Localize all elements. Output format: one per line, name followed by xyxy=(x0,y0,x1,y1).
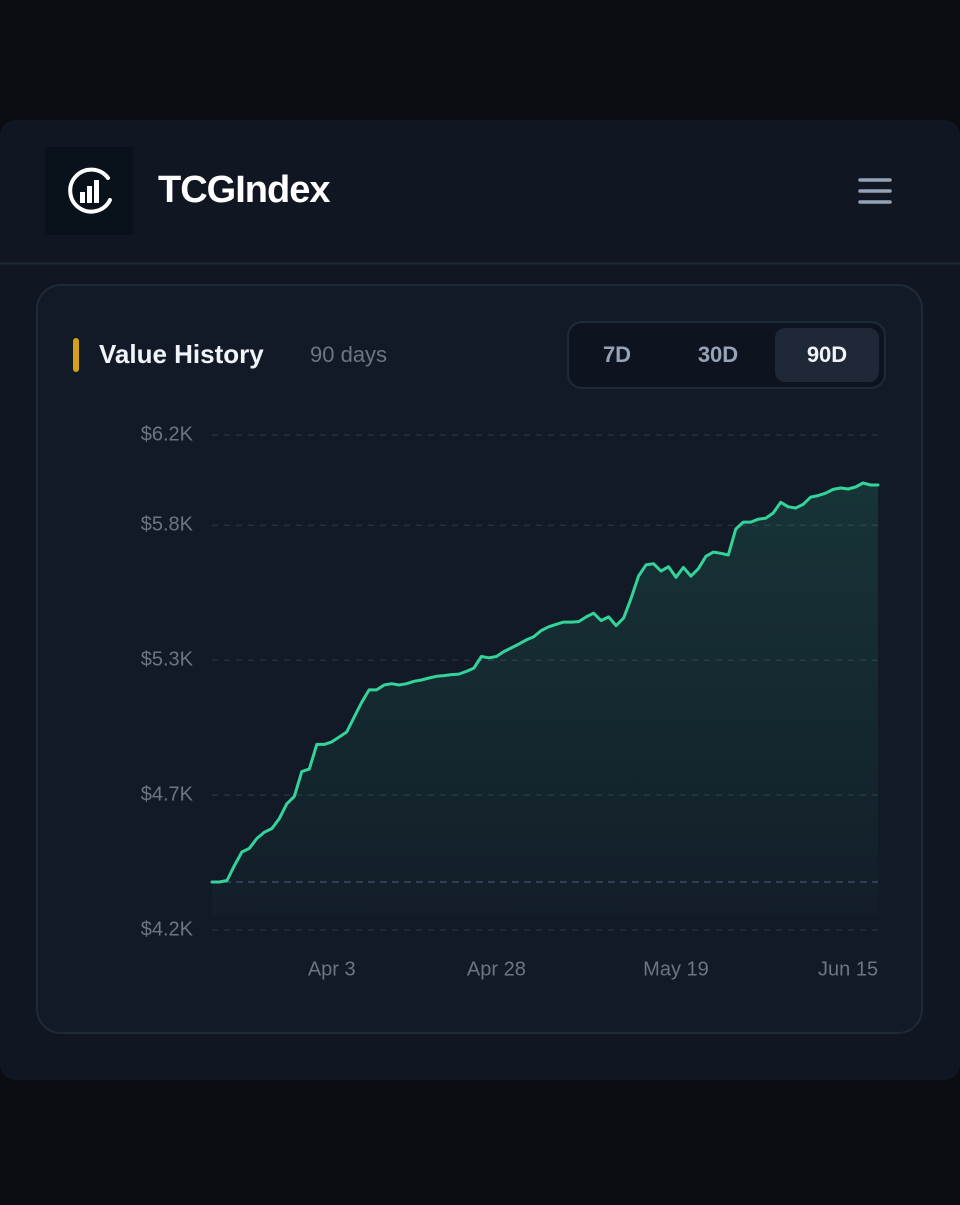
range-button[interactable]: 90D xyxy=(775,328,879,382)
logo-ring xyxy=(68,167,112,214)
line xyxy=(210,481,880,884)
x-tick-label: May 19 xyxy=(643,958,709,980)
chart: $4.2K $4.7K $5.3K $5.8K $6.2K Apr 3 Apr 28 May … xyxy=(141,423,880,980)
logo-bar xyxy=(94,180,99,203)
range-button-bg xyxy=(775,328,879,382)
x-tick-label: Jun 15 xyxy=(818,958,878,980)
y-tick-label: $4.7K xyxy=(141,783,194,805)
menu-button[interactable] xyxy=(858,178,892,204)
logo[interactable] xyxy=(45,147,133,235)
x-tick-label: Apr 3 xyxy=(308,958,356,980)
y-tick-label: $4.2K xyxy=(141,918,194,940)
logo-bar xyxy=(87,186,92,203)
range-button[interactable]: 7D xyxy=(603,342,631,367)
y-tick-label: $6.2K xyxy=(141,423,194,445)
range-buttons: 7D 30D 90D xyxy=(603,328,879,382)
x-tick-label: Apr 28 xyxy=(467,958,526,980)
chart-title: Value History xyxy=(99,339,264,369)
logo-bar xyxy=(80,192,85,203)
accent-bar xyxy=(73,338,79,372)
y-tick-label: $5.3K xyxy=(141,649,194,671)
area xyxy=(212,483,878,915)
y-tick-label: $5.8K xyxy=(141,514,194,536)
range-button-label: 7D xyxy=(603,342,631,367)
range-button-label: 90D xyxy=(807,342,847,367)
range-button-label: 30D xyxy=(698,342,738,367)
range-button[interactable]: 30D xyxy=(698,342,738,367)
brand: TCGIndex xyxy=(158,169,330,211)
chart-subtitle: 90 days xyxy=(310,342,387,367)
